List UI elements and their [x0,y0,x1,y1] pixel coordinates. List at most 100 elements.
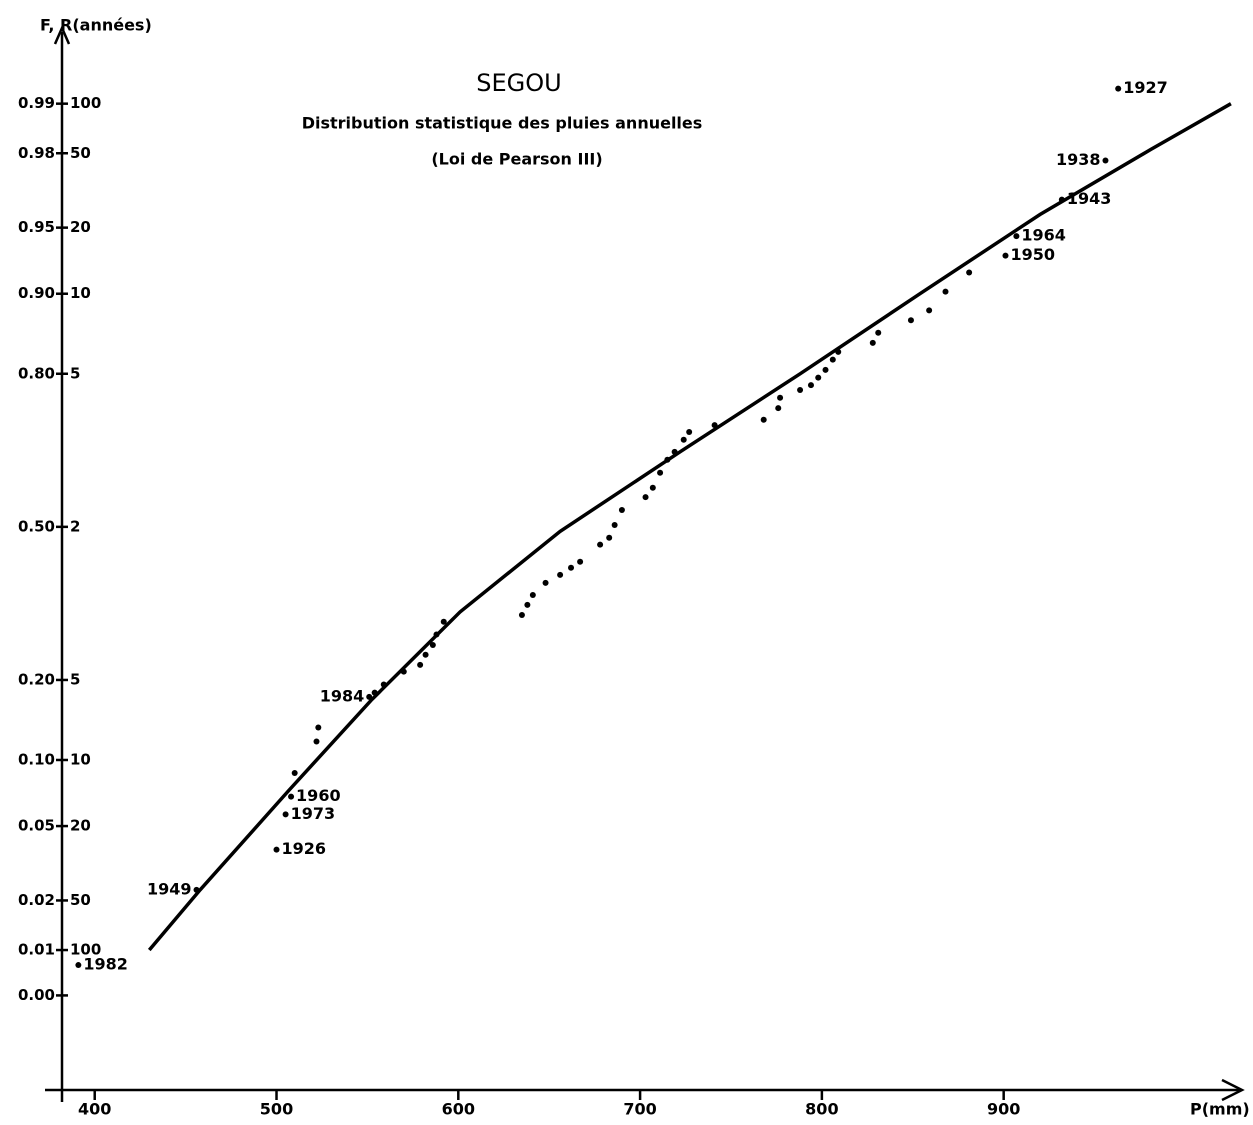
data-point [822,366,829,373]
data-point [577,558,584,565]
data-point [686,428,693,435]
data-point [907,317,914,324]
x-tick-label: 400 [78,1100,111,1119]
y-tick-label: 0.20 [18,670,55,688]
point-label: 1938 [1056,150,1101,169]
data-point [366,693,373,700]
return-period-label: 10 [70,284,91,302]
data-point [291,770,298,777]
data-point [440,618,447,625]
data-point [618,506,625,513]
data-point [875,329,882,336]
data-point [664,456,671,463]
x-axis-arrow [1221,1078,1245,1102]
data-point [869,339,876,346]
chart-subtitle: Distribution statistique des pluies annu… [302,114,703,133]
data-point [422,651,429,658]
data-point [829,356,836,363]
data-point [542,579,549,586]
data-point [1058,196,1065,203]
data-point [611,522,618,529]
return-period-label: 20 [70,817,91,835]
point-label: 1960 [296,786,341,805]
y-tick-label: 0.99 [18,94,55,112]
data-point [400,668,407,675]
data-point [371,689,378,696]
data-point [815,374,822,381]
x-tick-label: 500 [260,1100,293,1119]
data-point [1002,252,1009,259]
data-point [568,564,575,571]
data-point [1013,233,1020,240]
chart-title: SEGOU [476,69,561,97]
data-point [417,661,424,668]
point-label: 1973 [291,804,336,823]
y-tick-label: 0.80 [18,364,55,382]
y-tick-label: 0.01 [18,941,55,959]
x-tick-label: 700 [623,1100,656,1119]
x-tick-label: 900 [987,1100,1020,1119]
return-period-label: 10 [70,750,91,768]
data-point [313,738,320,745]
point-label: 1982 [83,955,128,974]
y-tick-label: 0.05 [18,817,55,835]
data-point [288,793,295,800]
return-period-label: 100 [70,94,101,112]
data-point [557,571,564,578]
data-point [657,469,664,476]
return-period-label: 5 [70,670,80,688]
y-tick-label: 0.95 [18,218,55,236]
y-axis-label: F, R(années) [40,16,152,35]
return-period-label: 100 [70,941,101,959]
data-point [606,534,613,541]
data-point [193,886,200,893]
data-point [315,724,322,731]
data-point [75,962,82,969]
y-tick-label: 0.10 [18,750,55,768]
data-point [775,405,782,412]
data-point [518,611,525,618]
data-point [649,484,656,491]
data-point [966,269,973,276]
data-point [671,448,678,455]
return-period-label: 2 [70,517,80,535]
chart-subtitle: (Loi de Pearson III) [431,150,602,169]
data-point [433,631,440,638]
data-point [760,416,767,423]
data-point [429,642,436,649]
data-point [926,307,933,314]
point-label: 1984 [320,686,365,705]
data-point [524,601,531,608]
y-tick-label: 0.90 [18,284,55,302]
data-point [680,436,687,443]
return-period-label: 50 [70,891,91,909]
return-period-label: 50 [70,144,91,162]
data-point [642,494,649,501]
data-point [273,846,280,853]
x-axis-label: P(mm) [1190,1100,1250,1119]
y-tick-label: 0.50 [18,517,55,535]
point-label: 1950 [1010,245,1055,264]
y-tick-label: 0.02 [18,891,55,909]
data-point [797,387,804,394]
data-point [529,591,536,598]
data-point [711,422,718,429]
data-point [777,394,784,401]
data-point [597,541,604,548]
y-tick-label: 0.98 [18,144,55,162]
data-point [835,348,842,355]
y-axis-arrow [53,24,71,45]
fitted-curve [147,102,1232,952]
point-label: 1927 [1123,78,1168,97]
data-point [1115,85,1122,92]
point-label: 1943 [1067,189,1112,208]
data-point [807,382,814,389]
data-point [282,811,289,818]
data-point [942,288,949,295]
return-period-label: 20 [70,218,91,236]
data-point [1102,157,1109,164]
x-tick-label: 600 [442,1100,475,1119]
x-tick-label: 800 [805,1100,838,1119]
return-period-label: 5 [70,364,80,382]
